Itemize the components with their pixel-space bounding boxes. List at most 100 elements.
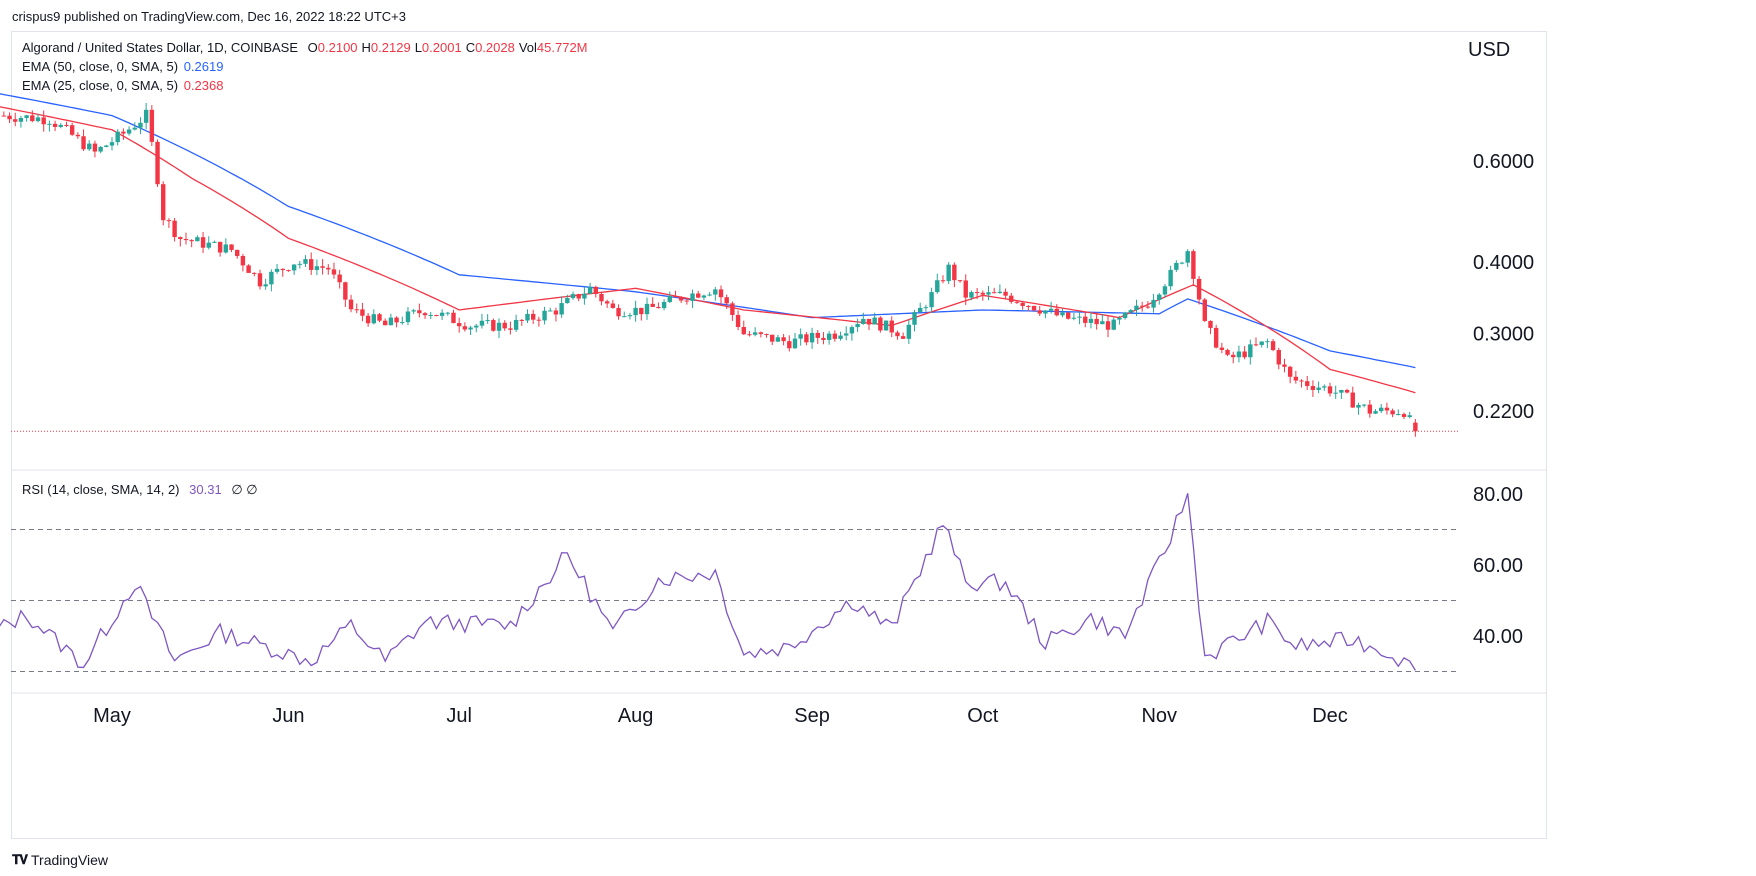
candle-body: [980, 292, 986, 295]
tradingview-logo-icon: 𝐓𝐕: [12, 852, 28, 867]
candle-body: [1094, 318, 1099, 325]
candle-body: [109, 142, 115, 146]
candle-body: [849, 327, 855, 334]
candle-body: [1071, 317, 1077, 319]
candle-body: [1310, 386, 1316, 390]
candle-body: [1259, 341, 1264, 345]
candle-body: [1270, 341, 1276, 351]
candle-body: [354, 309, 359, 311]
candle-body: [633, 307, 638, 316]
candle-body: [263, 284, 268, 287]
candle-body: [1088, 318, 1094, 323]
symbol-name: Algorand / United States Dollar, 1D, COI…: [22, 40, 299, 55]
symbol-legend: Algorand / United States Dollar, 1D, COI…: [22, 40, 588, 55]
footer-brand: TradingView: [31, 852, 109, 868]
candle-body: [770, 334, 775, 342]
candle-body: [952, 264, 957, 281]
candle-body: [957, 280, 963, 282]
candle-body: [388, 317, 394, 326]
candle-body: [530, 313, 536, 320]
ema50-line: [0, 93, 1416, 369]
candle-body: [183, 239, 189, 241]
candle-body: [1100, 321, 1105, 325]
ohlc-c: C0.2028: [465, 40, 515, 55]
candle-body: [18, 117, 24, 122]
candle-body: [1134, 305, 1139, 311]
candle-body: [1350, 392, 1355, 408]
candle-body: [7, 115, 12, 120]
candle-body: [781, 337, 786, 342]
candle-body: [809, 332, 815, 343]
candle-body: [104, 145, 109, 147]
candle-body: [365, 315, 371, 324]
candle-body: [41, 117, 46, 125]
candle-body: [1242, 351, 1247, 358]
candle-body: [161, 184, 166, 221]
candle-body: [536, 319, 542, 321]
candle-body: [639, 307, 644, 315]
ohlc-h: H0.2129: [361, 40, 411, 55]
candle-body: [872, 317, 877, 325]
candle-body: [969, 292, 974, 298]
candle-body: [1162, 286, 1168, 295]
candle-body: [115, 131, 120, 143]
candle-body: [1299, 380, 1304, 382]
candle-body: [1043, 310, 1048, 314]
candle-body: [826, 333, 832, 340]
candle-body: [1219, 347, 1225, 350]
candle-body: [644, 303, 650, 315]
candle-body: [411, 310, 416, 312]
candle-body: [724, 297, 729, 304]
candle-body: [1003, 291, 1008, 296]
candle-body: [1356, 404, 1361, 408]
candle-body: [314, 266, 320, 270]
rsi-line: [0, 493, 1416, 671]
rsi-label: RSI (14, close, SMA, 14, 2): [22, 482, 180, 497]
ema50-label: EMA (50, close, 0, SMA, 5): [22, 59, 179, 74]
candle-body: [576, 294, 581, 299]
candle-body: [900, 336, 906, 339]
candle-body: [1333, 392, 1338, 394]
candle-body: [1231, 354, 1236, 358]
candle-body: [269, 271, 274, 285]
candle-body: [143, 109, 149, 123]
candle-body: [417, 310, 422, 314]
candle-body: [946, 264, 951, 282]
candle-body: [1111, 319, 1116, 330]
candle-body: [889, 320, 894, 333]
candle-body: [274, 268, 280, 272]
candle-body: [377, 314, 382, 321]
candle-body: [718, 289, 724, 298]
candle-body: [616, 307, 621, 317]
candle-body: [1390, 410, 1395, 415]
ema25-line: [0, 106, 1416, 394]
candle-body: [627, 315, 633, 317]
candle-body: [610, 303, 616, 308]
candle-body: [855, 324, 860, 328]
candle-body: [240, 256, 246, 266]
candle-body: [1202, 299, 1207, 321]
candle-body: [798, 334, 803, 339]
candle-body: [166, 220, 172, 222]
candle-body: [582, 293, 587, 299]
candle-body: [87, 143, 92, 150]
candle-body: [434, 314, 439, 316]
candle-body: [678, 297, 684, 301]
candle-body: [331, 269, 337, 275]
candle-body: [895, 332, 900, 337]
candle-body: [1083, 316, 1088, 323]
candle-body: [75, 134, 81, 137]
candle-body: [178, 237, 183, 240]
candle-body: [451, 312, 456, 324]
candle-body: [479, 320, 485, 326]
candle-body: [764, 334, 769, 336]
candle-body: [320, 266, 325, 268]
candle-body: [1014, 301, 1020, 303]
candle-body: [98, 146, 103, 152]
candle-body: [758, 332, 764, 335]
candle-body: [707, 294, 712, 296]
candle-body: [252, 272, 257, 274]
month-tick-label: Aug: [618, 705, 654, 727]
candle-body: [1253, 344, 1259, 346]
